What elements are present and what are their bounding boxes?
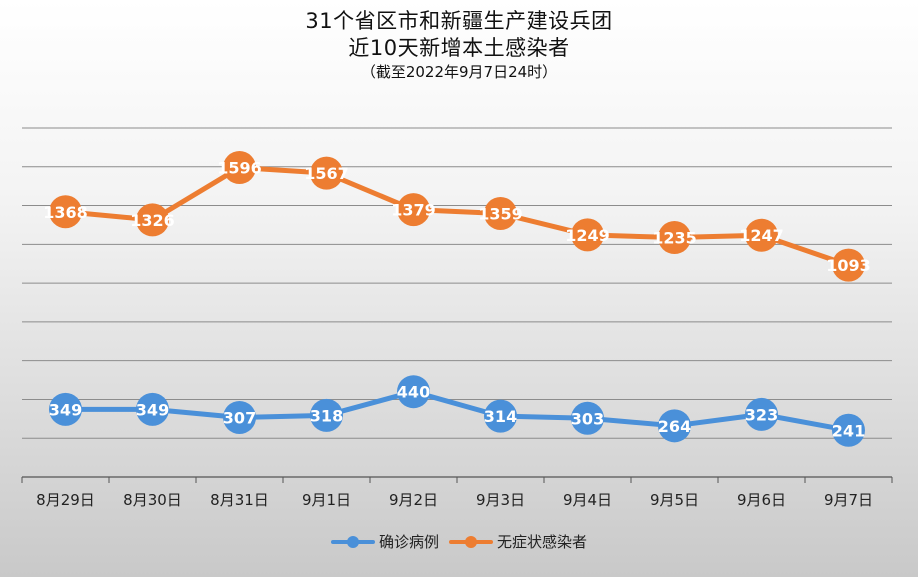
data-point — [49, 195, 82, 229]
data-label: 440 — [397, 383, 430, 402]
data-label: 1379 — [391, 201, 436, 220]
data-point — [223, 151, 256, 185]
data-label: 1596 — [217, 159, 262, 178]
data-label: 314 — [484, 407, 517, 426]
data-label: 264 — [658, 417, 691, 436]
data-point — [310, 156, 343, 190]
data-label: 349 — [136, 400, 169, 419]
series-line — [63, 165, 851, 268]
chart-title-line-1: 31个省区市和新疆生产建设兵团 — [305, 9, 613, 33]
data-label: 1249 — [565, 226, 610, 245]
chart-subtitle: （截至2022年9月7日24时） — [360, 63, 558, 81]
x-tick-label: 9月7日 — [824, 491, 873, 509]
x-tick-label: 8月31日 — [210, 491, 269, 509]
data-label: 1567 — [304, 164, 349, 183]
x-tick-label: 8月30日 — [123, 491, 182, 509]
legend-item-confirmed: 确诊病例 — [330, 531, 439, 552]
data-point — [832, 248, 865, 282]
legend-label-asymptomatic: 无症状感染者 — [497, 533, 588, 551]
legend-item-asymptomatic: 无症状感染者 — [449, 531, 587, 552]
data-point — [484, 197, 517, 231]
data-label: 349 — [49, 400, 82, 419]
x-tick-label: 9月6日 — [737, 491, 786, 509]
chart-title-line-2: 近10天新增本土感染者 — [348, 36, 570, 60]
x-tick-label: 9月3日 — [476, 491, 525, 509]
data-label: 318 — [310, 406, 343, 425]
data-label: 1326 — [130, 211, 175, 230]
x-tick-label: 9月5日 — [650, 491, 699, 509]
data-label: 307 — [223, 408, 256, 427]
data-label: 323 — [745, 405, 778, 424]
x-tick-label: 9月4日 — [563, 491, 612, 509]
data-point — [49, 392, 82, 426]
gridlines — [22, 127, 892, 439]
data-point — [136, 203, 169, 237]
legend-label-confirmed: 确诊病例 — [378, 533, 439, 551]
data-label: 1247 — [739, 226, 784, 245]
data-point — [658, 409, 691, 443]
x-tick-label: 9月2日 — [389, 491, 438, 509]
data-point — [745, 397, 778, 431]
data-label: 241 — [832, 421, 865, 440]
data-point — [136, 392, 169, 426]
data-point — [223, 400, 256, 434]
data-point — [832, 413, 865, 447]
legend-swatch-confirmed — [330, 535, 375, 548]
legend-swatch-asymptomatic — [449, 535, 493, 548]
series-1: 1368 1326 1596 1567 1379 1359 1249 1235 1247 1093 — [43, 151, 871, 282]
chart-title: 31个省区市和新疆生产建设兵团 近10天新增本土感染者 （截至2022年9月7日… — [0, 8, 918, 82]
data-point — [484, 399, 517, 433]
data-point — [658, 221, 691, 255]
data-label: 1235 — [652, 229, 697, 248]
x-tick-label: 9月1日 — [302, 491, 351, 509]
data-point — [745, 218, 778, 252]
data-point — [397, 375, 430, 409]
data-label: 1368 — [43, 203, 88, 222]
data-label: 303 — [571, 409, 604, 428]
x-tick-label: 8月29日 — [36, 491, 95, 509]
data-point — [397, 193, 430, 227]
legend: 确诊病例 无症状感染者 — [0, 531, 918, 552]
data-label: 1093 — [826, 256, 871, 275]
series-line — [63, 389, 851, 433]
data-point — [571, 401, 604, 435]
data-point — [310, 398, 343, 432]
series-0: 349 349 307 318 440 314 303 264 323 241 — [49, 375, 865, 447]
data-point — [571, 218, 604, 252]
data-label: 1359 — [478, 205, 523, 224]
